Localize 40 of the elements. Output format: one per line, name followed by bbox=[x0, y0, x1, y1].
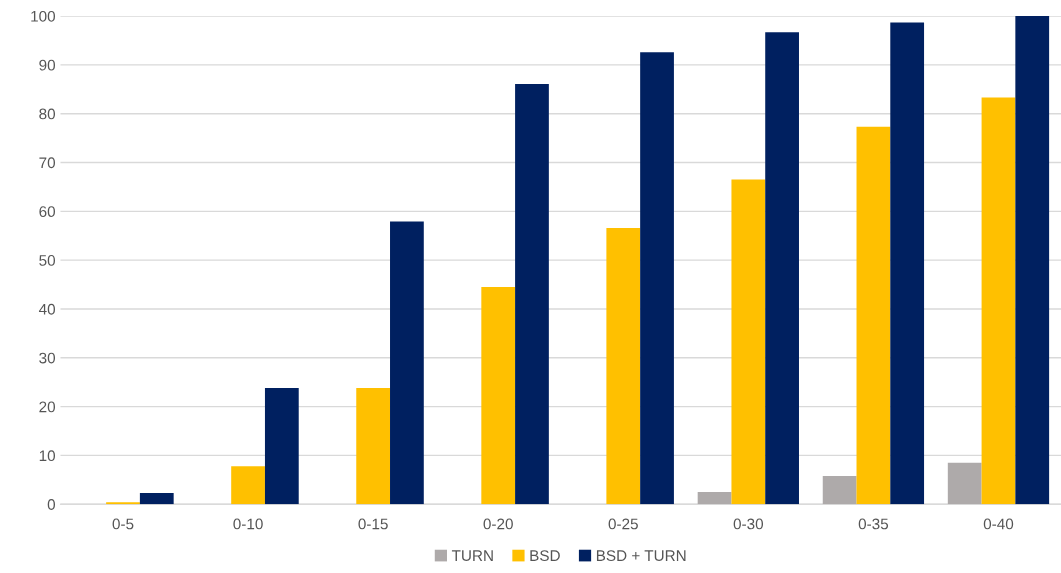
x-tick-label: 0-10 bbox=[233, 518, 263, 530]
bar bbox=[264, 388, 299, 505]
bar bbox=[1015, 16, 1050, 505]
bar bbox=[139, 493, 174, 505]
y-tick-label: 10 bbox=[39, 450, 56, 462]
y-tick-label: 80 bbox=[39, 108, 56, 120]
x-tick-label: 0-40 bbox=[983, 518, 1014, 530]
y-tick-label: 20 bbox=[39, 401, 56, 413]
bar bbox=[981, 97, 1016, 505]
x-tick-label: 0-25 bbox=[608, 518, 638, 530]
bar bbox=[390, 221, 424, 505]
y-tick-label: 0 bbox=[47, 499, 56, 510]
y-tick-label: 50 bbox=[39, 255, 56, 266]
x-tick-label: 0-35 bbox=[858, 518, 889, 530]
bar bbox=[731, 179, 766, 505]
bar bbox=[606, 227, 641, 505]
bar bbox=[356, 388, 391, 505]
y-tick-label: 60 bbox=[39, 206, 56, 218]
bar bbox=[231, 466, 265, 505]
y-tick-label: 90 bbox=[39, 59, 56, 71]
bar bbox=[481, 286, 516, 505]
x-tick-label: 0-15 bbox=[358, 518, 388, 530]
y-tick-label: 100 bbox=[31, 10, 56, 22]
bar bbox=[947, 462, 982, 505]
legend-label: BSD + TURN bbox=[596, 550, 686, 562]
x-tick-label: 0-30 bbox=[733, 518, 764, 530]
bar bbox=[856, 126, 891, 505]
x-tick-label: 0-5 bbox=[112, 518, 134, 530]
y-tick-label: 40 bbox=[38, 303, 56, 315]
legend-label: BSD bbox=[530, 550, 560, 562]
bar bbox=[640, 52, 674, 505]
legend-label: TURN bbox=[451, 550, 493, 562]
bar bbox=[890, 22, 925, 505]
bar bbox=[822, 475, 857, 505]
y-tick-label: 70 bbox=[39, 157, 56, 169]
bar bbox=[697, 492, 732, 505]
bar bbox=[515, 83, 549, 505]
x-tick-label: 0-20 bbox=[483, 518, 513, 530]
bar bbox=[765, 32, 799, 505]
y-tick-label: 30 bbox=[39, 352, 56, 364]
